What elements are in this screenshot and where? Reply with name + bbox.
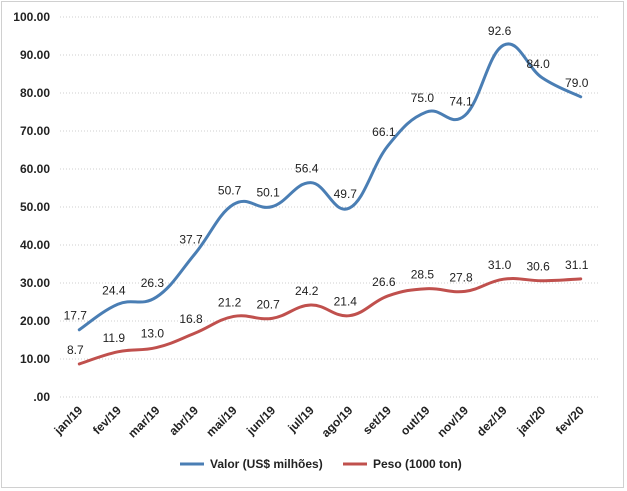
y-tick-label: 90.00 — [20, 48, 50, 62]
y-tick-label: 100.00 — [13, 10, 50, 24]
x-tick-label: nov/19 — [434, 403, 471, 440]
x-tick-label: ago/19 — [319, 403, 356, 440]
data-label: 79.0 — [565, 76, 589, 90]
data-label: 21.4 — [334, 295, 358, 309]
data-label: 92.6 — [488, 24, 512, 38]
x-tick-label: fev/19 — [90, 403, 124, 437]
data-label: 24.2 — [295, 284, 319, 298]
x-tick-label: jan/19 — [51, 403, 86, 438]
data-label: 24.4 — [102, 283, 126, 297]
data-label: 20.7 — [256, 297, 280, 311]
y-axis: .00 10.00 20.00 30.00 40.00 50.00 60.00 70.00 80… — [13, 10, 50, 404]
data-label: 13.0 — [141, 327, 165, 341]
x-tick-label: mai/19 — [203, 403, 240, 440]
x-tick-label: jul/19 — [285, 403, 318, 436]
x-tick-label: mar/19 — [125, 403, 162, 440]
y-tick-label: .00 — [33, 390, 50, 404]
y-tick-label: 10.00 — [20, 352, 50, 366]
data-label: 31.1 — [565, 258, 589, 272]
data-label: 21.2 — [218, 295, 242, 309]
data-label: 56.4 — [295, 162, 319, 176]
data-label: 50.7 — [218, 183, 242, 197]
y-tick-label: 80.00 — [20, 86, 50, 100]
x-tick-label: fev/20 — [553, 403, 587, 437]
x-tick-label: jan/20 — [514, 403, 549, 438]
data-label: 28.5 — [411, 268, 435, 282]
x-axis: jan/19fev/19mar/19abr/19mai/19jun/19jul/… — [51, 403, 587, 440]
data-label: 26.6 — [372, 275, 396, 289]
x-tick-label: dez/19 — [474, 403, 510, 439]
line-chart: .00 10.00 20.00 30.00 40.00 50.00 60.00 70.00 80… — [0, 0, 627, 491]
data-label: 50.1 — [256, 186, 280, 200]
data-label: 26.3 — [141, 276, 165, 290]
series-layer — [79, 44, 580, 364]
data-label: 66.1 — [372, 125, 396, 139]
legend-label-1: Valor (US$ milhões) — [210, 457, 323, 471]
data-label: 11.9 — [103, 331, 126, 345]
data-label: 74.1 — [449, 94, 473, 108]
x-tick-label: out/19 — [398, 403, 433, 438]
data-label: 31.0 — [488, 258, 512, 272]
legend: Valor (US$ milhões) Peso (1000 ton) — [180, 457, 462, 471]
x-tick-label: set/19 — [360, 403, 394, 437]
y-tick-label: 60.00 — [20, 162, 50, 176]
y-tick-label: 20.00 — [20, 314, 50, 328]
y-tick-label: 40.00 — [20, 238, 50, 252]
x-tick-label: jun/19 — [243, 403, 278, 438]
legend-label-2: Peso (1000 ton) — [373, 457, 462, 471]
data-label: 49.7 — [334, 187, 358, 201]
x-tick-label: abr/19 — [166, 403, 201, 438]
data-labels: 17.7 24.4 26.3 37.7 50.7 50.1 56.4 49.7 66.1 75.0… — [64, 24, 589, 357]
y-tick-label: 50.00 — [20, 200, 50, 214]
y-tick-label: 70.00 — [20, 124, 50, 138]
data-label: 30.6 — [526, 260, 550, 274]
data-label: 75.0 — [411, 91, 435, 105]
y-tick-label: 30.00 — [20, 276, 50, 290]
data-label: 8.7 — [67, 343, 84, 357]
data-label: 16.8 — [179, 312, 203, 326]
data-label: 37.7 — [179, 233, 203, 247]
data-label: 27.8 — [449, 270, 473, 284]
data-label: 84.0 — [526, 57, 550, 71]
data-label: 17.7 — [64, 309, 88, 323]
